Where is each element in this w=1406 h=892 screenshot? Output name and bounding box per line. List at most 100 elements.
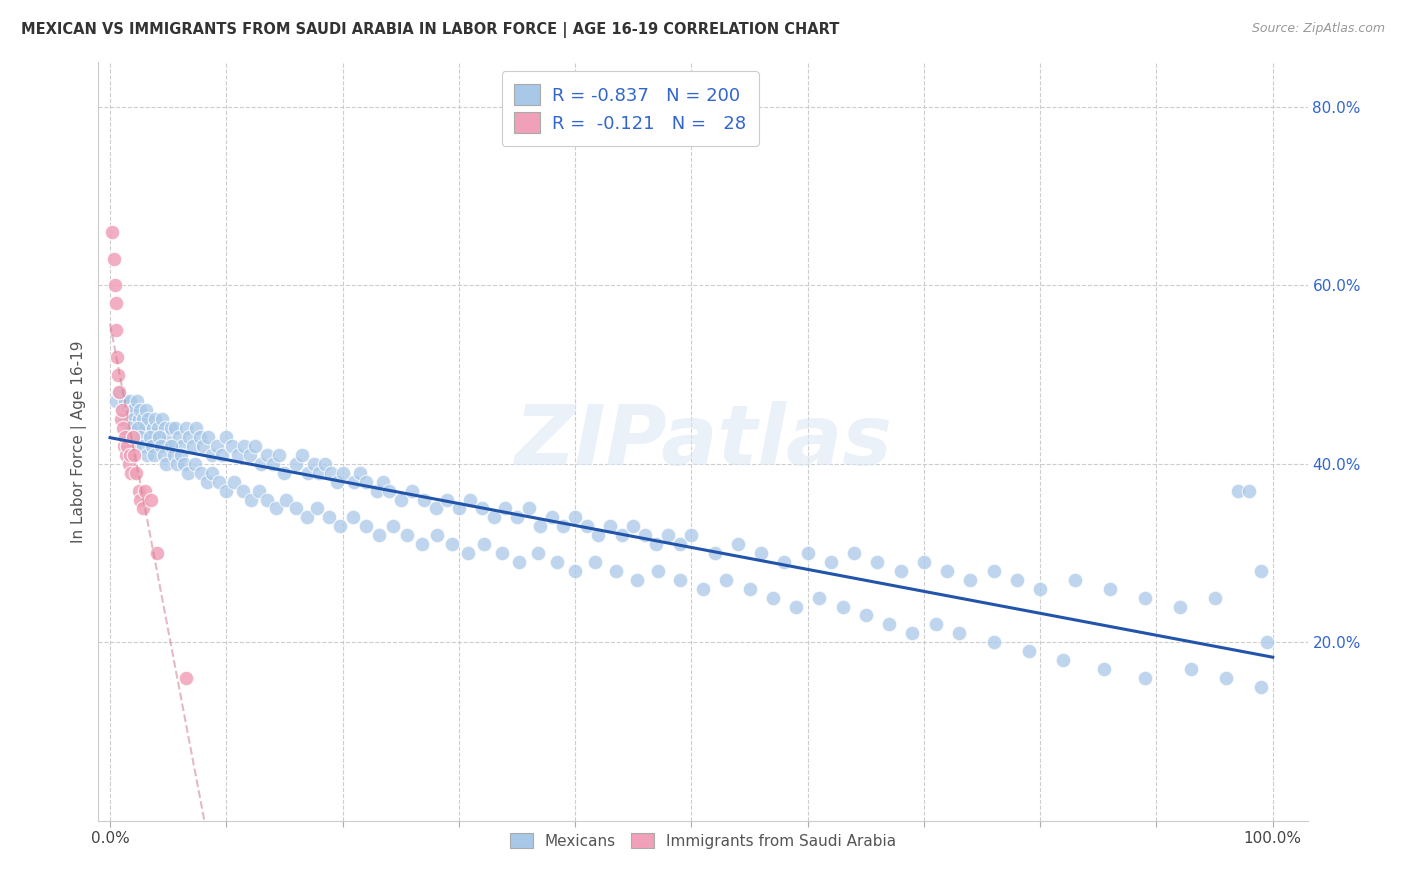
- Point: [796, 546, 818, 560]
- Point: [104, 323, 127, 337]
- Point: [1168, 599, 1191, 614]
- Point: [482, 510, 505, 524]
- Point: [285, 457, 308, 471]
- Point: [128, 483, 150, 498]
- Point: [553, 519, 575, 533]
- Point: [1018, 644, 1040, 658]
- Point: [354, 475, 377, 489]
- Point: [177, 466, 200, 480]
- Point: [529, 519, 551, 533]
- Point: [128, 412, 150, 426]
- Point: [134, 483, 156, 498]
- Point: [349, 466, 371, 480]
- Point: [634, 528, 657, 542]
- Point: [232, 439, 254, 453]
- Point: [121, 403, 143, 417]
- Point: [104, 278, 127, 293]
- Point: [297, 466, 319, 480]
- Point: [226, 448, 249, 462]
- Point: [517, 501, 540, 516]
- Point: [657, 528, 679, 542]
- Point: [890, 564, 912, 578]
- Point: [138, 412, 160, 426]
- Point: [134, 421, 156, 435]
- Point: [112, 412, 135, 426]
- Point: [104, 394, 127, 409]
- Point: [436, 492, 458, 507]
- Point: [159, 421, 181, 435]
- Point: [114, 430, 136, 444]
- Point: [457, 546, 479, 560]
- Point: [1250, 680, 1272, 694]
- Point: [184, 457, 207, 471]
- Point: [256, 448, 278, 462]
- Point: [105, 350, 128, 364]
- Point: [389, 492, 412, 507]
- Point: [117, 430, 139, 444]
- Point: [135, 403, 157, 417]
- Point: [247, 483, 270, 498]
- Point: [588, 528, 610, 542]
- Point: [354, 519, 377, 533]
- Point: [166, 457, 188, 471]
- Point: [112, 439, 135, 453]
- Point: [901, 626, 924, 640]
- Point: [366, 483, 388, 498]
- Point: [262, 457, 284, 471]
- Point: [1204, 591, 1226, 605]
- Point: [1180, 662, 1202, 676]
- Point: [506, 510, 529, 524]
- Point: [131, 421, 153, 435]
- Point: [143, 448, 166, 462]
- Point: [131, 439, 153, 453]
- Point: [1098, 582, 1121, 596]
- Point: [681, 528, 703, 542]
- Point: [308, 466, 330, 480]
- Point: [138, 430, 160, 444]
- Point: [546, 555, 568, 569]
- Point: [149, 430, 172, 444]
- Point: [155, 457, 177, 471]
- Point: [111, 403, 134, 417]
- Point: [129, 403, 152, 417]
- Point: [179, 430, 201, 444]
- Point: [1250, 564, 1272, 578]
- Point: [329, 519, 352, 533]
- Point: [150, 439, 173, 453]
- Point: [295, 510, 318, 524]
- Point: [1215, 671, 1237, 685]
- Point: [1133, 671, 1156, 685]
- Y-axis label: In Labor Force | Age 16-19: In Labor Force | Age 16-19: [72, 340, 87, 543]
- Point: [124, 439, 146, 453]
- Point: [129, 492, 152, 507]
- Point: [1256, 635, 1278, 649]
- Point: [1052, 653, 1074, 667]
- Point: [245, 439, 267, 453]
- Point: [129, 430, 152, 444]
- Point: [647, 564, 669, 578]
- Point: [174, 421, 197, 435]
- Point: [148, 430, 170, 444]
- Point: [527, 546, 550, 560]
- Point: [305, 501, 328, 516]
- Point: [319, 466, 342, 480]
- Point: [314, 457, 336, 471]
- Point: [575, 519, 598, 533]
- Point: [983, 564, 1005, 578]
- Point: [120, 421, 142, 435]
- Point: [808, 591, 831, 605]
- Point: [866, 555, 889, 569]
- Point: [936, 564, 959, 578]
- Point: [378, 483, 401, 498]
- Point: [118, 412, 141, 426]
- Point: [208, 475, 231, 489]
- Point: [1239, 483, 1261, 498]
- Point: [124, 421, 146, 435]
- Point: [273, 466, 295, 480]
- Point: [703, 546, 725, 560]
- Point: [131, 501, 153, 516]
- Point: [668, 573, 690, 587]
- Point: [491, 546, 513, 560]
- Point: [256, 492, 278, 507]
- Legend: Mexicans, Immigrants from Saudi Arabia: Mexicans, Immigrants from Saudi Arabia: [503, 827, 903, 855]
